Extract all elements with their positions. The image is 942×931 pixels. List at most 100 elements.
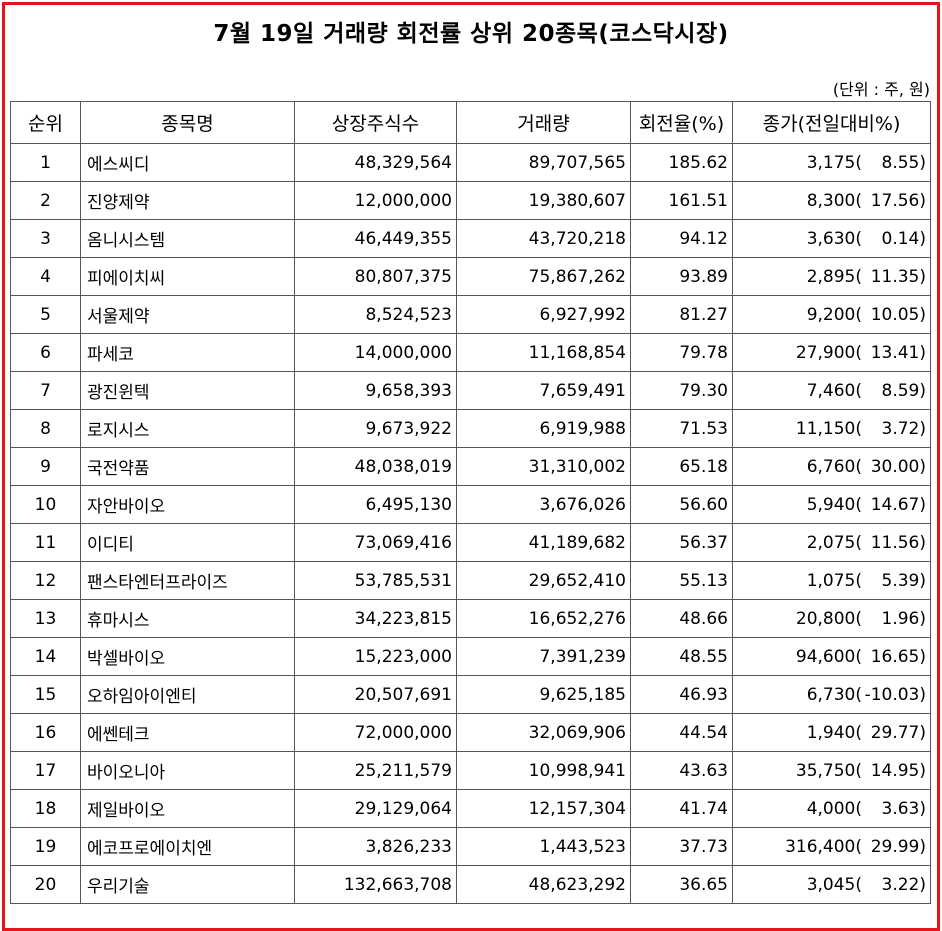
table-row: 19 에코프로에이치엔 3,826,233 1,443,523 37.73 316,400… xyxy=(10,827,931,866)
volume-cell: 19,380,607 xyxy=(456,181,631,220)
volume-cell: 31,310,002 xyxy=(456,447,631,486)
stock-name-cell: 에쎈테크 xyxy=(80,713,295,752)
close-price-cell: 94,600( 16.65) xyxy=(732,637,931,676)
rank-cell: 7 xyxy=(10,371,81,410)
close-price-cell: 7,460(8.59) xyxy=(732,371,931,410)
close-price: 9,200( xyxy=(806,304,862,325)
close-price-cell: 2,075(11.56) xyxy=(732,523,931,562)
stock-name-cell: 박셀바이오 xyxy=(80,637,295,676)
rank-cell: 14 xyxy=(10,637,81,676)
change-percent: 29.77) xyxy=(870,722,926,743)
change-percent: 10.05) xyxy=(870,304,926,325)
turnover-cell: 37.73 xyxy=(630,827,733,866)
stock-name-cell: 서울제약 xyxy=(80,295,295,334)
close-price: 20,800( xyxy=(795,608,862,629)
change-percent: 5.39) xyxy=(881,570,926,591)
header-name: 종목명 xyxy=(80,101,295,144)
volume-cell: 9,625,185 xyxy=(456,675,631,714)
close-price: 3,045( xyxy=(806,874,862,895)
turnover-cell: 48.66 xyxy=(630,599,733,638)
close-price: 94,600( xyxy=(795,646,862,667)
volume-cell: 43,720,218 xyxy=(456,219,631,258)
change-percent: 8.55) xyxy=(881,152,926,173)
listed-shares-cell: 9,673,922 xyxy=(294,409,457,448)
volume-cell: 48,623,292 xyxy=(456,865,631,904)
listed-shares-cell: 73,069,416 xyxy=(294,523,457,562)
volume-cell: 16,652,276 xyxy=(456,599,631,638)
stock-name-cell: 이디티 xyxy=(80,523,295,562)
change-percent: 3.63) xyxy=(881,798,926,819)
rank-cell: 11 xyxy=(10,523,81,562)
turnover-cell: 65.18 xyxy=(630,447,733,486)
volume-cell: 3,676,026 xyxy=(456,485,631,524)
listed-shares-cell: 12,000,000 xyxy=(294,181,457,220)
close-price: 8,300( xyxy=(806,190,862,211)
ranking-table: 순위 종목명 상장주식수 거래량 회전율(%) 종가(전일대비%) 1 에스씨디 4… xyxy=(10,101,931,904)
close-price: 3,175( xyxy=(806,152,862,173)
listed-shares-cell: 48,329,564 xyxy=(294,143,457,182)
stock-name-cell: 국전약품 xyxy=(80,447,295,486)
volume-cell: 11,168,854 xyxy=(456,333,631,372)
table-row: 11 이디티 73,069,416 41,189,682 56.37 2,075(11.5… xyxy=(10,523,931,562)
listed-shares-cell: 3,826,233 xyxy=(294,827,457,866)
stock-name-cell: 자안바이오 xyxy=(80,485,295,524)
table-row: 17 바이오니아 25,211,579 10,998,941 43.63 35,750(1… xyxy=(10,751,931,790)
stock-name-cell: 로지시스 xyxy=(80,409,295,448)
stock-name-cell: 오하임아이엔티 xyxy=(80,675,295,714)
close-price: 4,000( xyxy=(806,798,862,819)
listed-shares-cell: 46,449,355 xyxy=(294,219,457,258)
turnover-cell: 185.62 xyxy=(630,143,733,182)
rank-cell: 17 xyxy=(10,751,81,790)
table-row: 5 서울제약 8,524,523 6,927,992 81.27 9,200(10.05) xyxy=(10,295,931,334)
close-price: 27,900( xyxy=(795,342,862,363)
table-row: 7 광진윈텍 9,658,393 7,659,491 79.30 7,460(8.59) xyxy=(10,371,931,410)
turnover-cell: 93.89 xyxy=(630,257,733,296)
rank-cell: 5 xyxy=(10,295,81,334)
table-row: 16 에쎈테크 72,000,000 32,069,906 44.54 1,940(29.… xyxy=(10,713,931,752)
turnover-cell: 41.74 xyxy=(630,789,733,828)
turnover-cell: 44.54 xyxy=(630,713,733,752)
close-price: 1,075( xyxy=(806,570,862,591)
stock-name-cell: 광진윈텍 xyxy=(80,371,295,410)
table-row: 9 국전약품 48,038,019 31,310,002 65.18 6,760(30.0… xyxy=(10,447,931,486)
rank-cell: 9 xyxy=(10,447,81,486)
turnover-cell: 56.60 xyxy=(630,485,733,524)
table-row: 20 우리기술 132,663,708 48,623,292 36.65 3,045(3.… xyxy=(10,865,931,904)
volume-cell: 41,189,682 xyxy=(456,523,631,562)
stock-name-cell: 제일바이오 xyxy=(80,789,295,828)
close-price-cell: 11,150(3.72) xyxy=(732,409,931,448)
change-percent: 14.95) xyxy=(870,760,926,781)
volume-cell: 29,652,410 xyxy=(456,561,631,600)
table-row: 14 박셀바이오 15,223,000 7,391,239 48.55 94,600(16… xyxy=(10,637,931,676)
volume-cell: 7,659,491 xyxy=(456,371,631,410)
close-price-cell: 2,895(11.35) xyxy=(732,257,931,296)
close-price-cell: 3,630(0.14) xyxy=(732,219,931,258)
turnover-cell: 46.93 xyxy=(630,675,733,714)
close-price-cell: 1,075( 5.39) xyxy=(732,561,931,600)
rank-cell: 18 xyxy=(10,789,81,828)
change-percent: 14.67) xyxy=(870,494,926,515)
turnover-cell: 55.13 xyxy=(630,561,733,600)
volume-cell: 89,707,565 xyxy=(456,143,631,182)
close-price: 5,940( xyxy=(806,494,862,515)
volume-cell: 75,867,262 xyxy=(456,257,631,296)
volume-cell: 1,443,523 xyxy=(456,827,631,866)
rank-cell: 1 xyxy=(10,143,81,182)
close-price-cell: 6,760(30.00) xyxy=(732,447,931,486)
listed-shares-cell: 34,223,815 xyxy=(294,599,457,638)
change-percent: -10.03) xyxy=(864,684,926,705)
table-row: 12 팬스타엔터프라이즈 53,785,531 29,652,410 55.13 1,07… xyxy=(10,561,931,600)
stock-name-cell: 에코프로에이치엔 xyxy=(80,827,295,866)
turnover-cell: 36.65 xyxy=(630,865,733,904)
stock-name-cell: 진양제약 xyxy=(80,181,295,220)
listed-shares-cell: 48,038,019 xyxy=(294,447,457,486)
table-row: 15 오하임아이엔티 20,507,691 9,625,185 46.93 6,730(-… xyxy=(10,675,931,714)
close-price-cell: 35,750( 14.95) xyxy=(732,751,931,790)
stock-name-cell: 팬스타엔터프라이즈 xyxy=(80,561,295,600)
change-percent: 1.96) xyxy=(881,608,926,629)
close-price: 35,750( xyxy=(795,760,862,781)
volume-cell: 12,157,304 xyxy=(456,789,631,828)
rank-cell: 13 xyxy=(10,599,81,638)
change-percent: 16.65) xyxy=(870,646,926,667)
table-row: 8 로지시스 9,673,922 6,919,988 71.53 11,150(3.72) xyxy=(10,409,931,448)
